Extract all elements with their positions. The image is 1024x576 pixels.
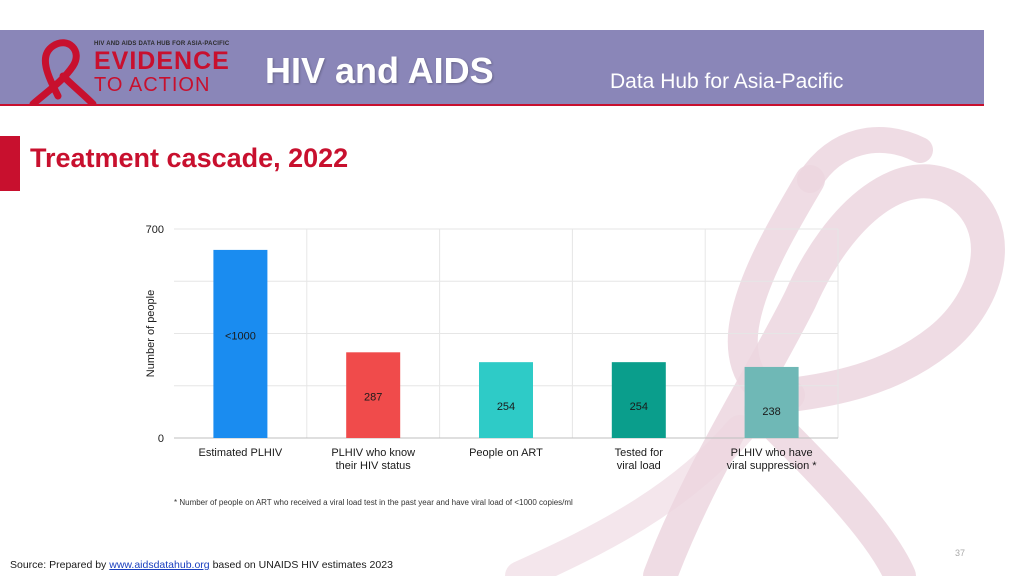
data-label: 238 xyxy=(762,406,780,418)
bar xyxy=(346,352,401,438)
category-label: Estimated PLHIV xyxy=(199,447,283,459)
header-banner: HIV AND AIDS DATA HUB FOR ASIA-PACIFIC E… xyxy=(0,30,984,106)
category-label: Tested for xyxy=(615,447,664,459)
source-suffix: based on UNAIDS HIV estimates 2023 xyxy=(212,559,393,571)
section-accent-bar xyxy=(0,136,20,191)
category-label: their HIV status xyxy=(336,460,412,472)
logo-tagline: HIV AND AIDS DATA HUB FOR ASIA-PACIFIC xyxy=(94,41,230,47)
bar xyxy=(213,249,268,438)
category-label: viral suppression * xyxy=(727,460,818,472)
y-tick-label: 700 xyxy=(146,224,164,236)
category-label: PLHIV who have xyxy=(731,447,813,459)
header-title: HIV and AIDS xyxy=(265,50,494,91)
bar xyxy=(611,362,666,438)
source-prefix: Source: Prepared by xyxy=(10,559,107,571)
logo-evidence-text: EVIDENCE xyxy=(94,47,230,75)
y-axis-label: Number of people xyxy=(145,290,157,377)
data-label: <1000 xyxy=(225,330,256,342)
category-label: People on ART xyxy=(469,447,543,459)
red-ribbon-icon xyxy=(29,39,97,106)
data-label: 254 xyxy=(497,401,515,413)
source-note: Source: Prepared by www.aidsdatahub.org … xyxy=(10,559,393,571)
bar xyxy=(479,362,533,438)
chart-footnote: * Number of people on ART who received a… xyxy=(174,498,573,507)
header-subtitle: Data Hub for Asia-Pacific xyxy=(610,70,844,93)
data-label: 254 xyxy=(630,401,648,413)
source-link[interactable]: www.aidsdatahub.org xyxy=(109,559,210,571)
data-label: 287 xyxy=(364,391,382,403)
logo-to-action-text: TO ACTION xyxy=(94,74,211,96)
y-tick-label: 0 xyxy=(158,433,164,445)
treatment-cascade-chart: 0 700 Number of people <1000 Estimated PLHIV… xyxy=(145,224,839,472)
logo: HIV AND AIDS DATA HUB FOR ASIA-PACIFIC E… xyxy=(18,36,248,106)
category-label: viral load xyxy=(617,460,661,472)
page-number: 37 xyxy=(955,548,966,558)
category-label: PLHIV who know xyxy=(331,447,415,459)
section-title: Treatment cascade, 2022 xyxy=(30,143,349,173)
bar xyxy=(744,366,799,438)
